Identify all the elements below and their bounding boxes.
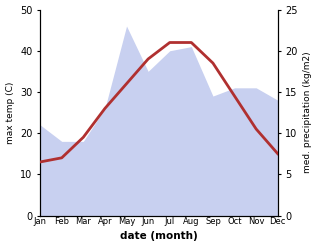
Y-axis label: max temp (C): max temp (C): [5, 81, 15, 144]
X-axis label: date (month): date (month): [120, 231, 198, 242]
Y-axis label: med. precipitation (kg/m2): med. precipitation (kg/m2): [303, 52, 313, 173]
